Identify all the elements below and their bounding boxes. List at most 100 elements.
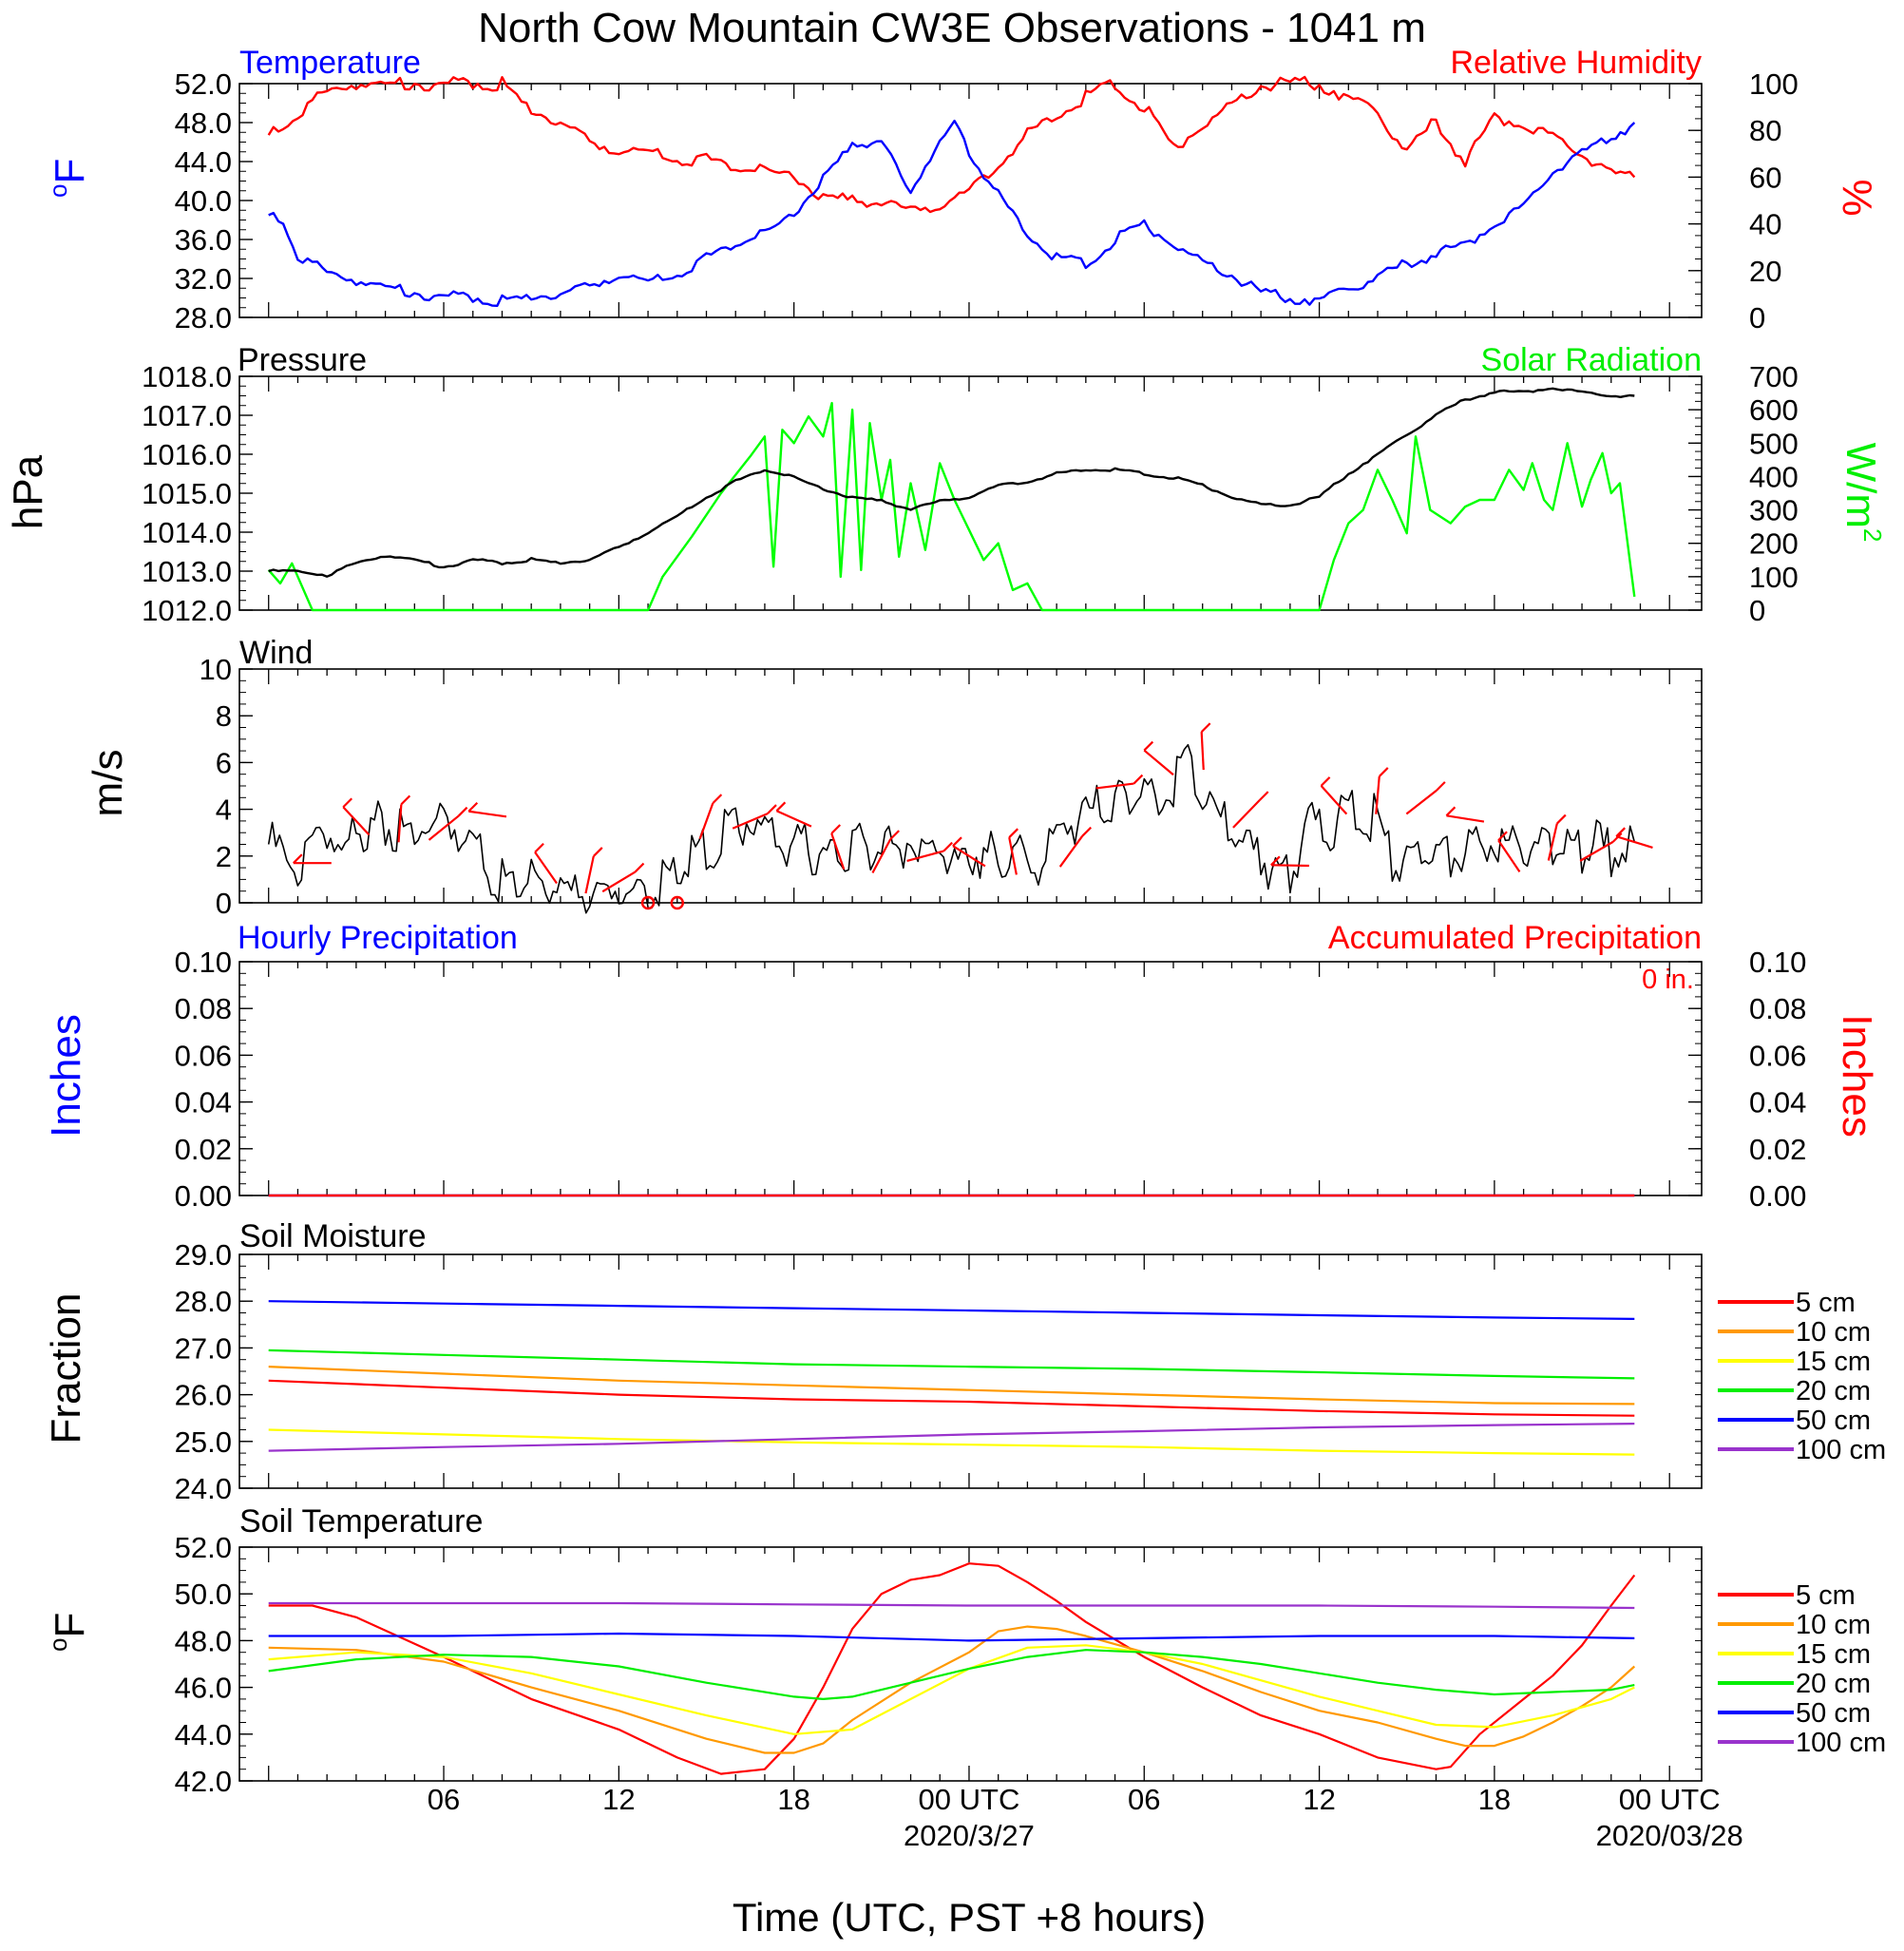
wind-barb [698,802,714,840]
wind-barb [1320,785,1348,815]
wind-barb-flag [1258,791,1269,801]
soil-temperature-legend-label: 100 cm [1796,1728,1886,1758]
soil-temperature-legend-label: 20 cm [1796,1669,1871,1699]
solar-unit: W/m2 [1837,443,1887,543]
plot-frame [238,961,1703,1196]
wind-panel: Wind m/s 0 2 4 6 8 10 [85,635,1703,920]
wind-barb-flag [1143,740,1154,752]
wind-barb [584,855,595,894]
soil-moisture-tick-label: 24.0 [175,1472,232,1505]
hourly-precip-tick-label: 0.10 [175,946,232,979]
soil-moisture-line [268,1428,1635,1456]
hourly-precip-tick-label: 0.02 [175,1133,232,1166]
solar-tick-label: 200 [1749,527,1799,561]
wind-barb-flag [467,801,479,813]
x-tick-date: 2020/03/28 [1596,1819,1743,1852]
temperature-humidity-panel: Temperature Relative Humidity oF % 28.0 3… [44,45,1880,335]
wind-barb-flag [342,797,353,809]
soil-temperature-tick-label: 52.0 [175,1531,232,1564]
soil-moisture-line [268,1379,1635,1417]
x-tick-label: 18 [1478,1783,1511,1816]
soil-moisture-legend-label: 5 cm [1796,1288,1856,1318]
wind-tick-label: 0 [216,887,232,920]
temperature-unit: oF [44,159,93,198]
soil-moisture-tick-label: 28.0 [175,1285,232,1318]
wind-unit: m/s [85,750,131,817]
soil-temperature-title: Soil Temperature [239,1503,483,1540]
soil-moisture-tick-label: 26.0 [175,1379,232,1412]
wind-tick-label: 10 [200,653,232,686]
solar-tick-label: 100 [1749,561,1799,594]
wind-barb [1446,814,1485,823]
hourly-precip-title: Hourly Precipitation [238,920,518,956]
soil-temperature-line [268,1632,1635,1642]
wind-barb [601,870,637,893]
wind-barb [1095,782,1134,790]
temperature-title: Temperature [239,45,421,81]
hourly-precip-tick-label: 0.08 [175,992,232,1025]
wind-barb-flag [293,853,303,864]
pressure-tick-label: 1014.0 [142,516,232,549]
humidity-tick-label: 60 [1749,161,1781,194]
x-axis-label: Time (UTC, PST +8 hours) [733,1895,1206,1940]
temperature-tick-label: 48.0 [175,106,232,140]
wind-tick-label: 4 [216,794,232,827]
humidity-unit: % [1834,179,1880,216]
calm-wind-marker [640,895,656,910]
pressure-title: Pressure [238,342,367,378]
temperature-tick-label: 32.0 [175,262,232,296]
wind-barb-flag [1200,722,1211,733]
solar-tick-label: 0 [1749,594,1765,627]
hourly-precip-tick-label: 0.04 [175,1086,232,1119]
wind-barb-flag [1615,827,1626,837]
pressure-tick-label: 1013.0 [142,555,232,588]
temperature-tick-label: 52.0 [175,67,232,101]
soil-moisture-line [268,1366,1635,1406]
pressure-tick-label: 1018.0 [142,360,232,393]
wind-barb-flag [1436,781,1446,792]
accum-precip-tick-label: 0.04 [1749,1086,1806,1119]
soil-moisture-legend-label: 15 cm [1796,1347,1871,1377]
temperature-tick-label: 40.0 [175,184,232,218]
solar-tick-label: 400 [1749,460,1799,493]
soil-temperature-tick-label: 46.0 [175,1672,232,1705]
soil-moisture-line [268,1300,1635,1320]
wind-barb [1143,749,1174,776]
solar-tick-label: 300 [1749,494,1799,527]
accum-precip-tick-label: 0.02 [1749,1133,1806,1166]
plot-frame [238,375,1703,611]
soil-moisture-unit: Fraction [43,1293,89,1444]
soil-moisture-tick-label: 25.0 [175,1425,232,1459]
hourly-precip-tick-label: 0.06 [175,1039,232,1072]
wind-barb-flag [534,842,544,853]
wind-barb [397,804,403,843]
wind-barb-flag [889,830,900,840]
wind-barb-flag [830,824,841,834]
soil-moisture-title: Soil Moisture [239,1218,427,1254]
x-tick-label: 06 [428,1783,460,1816]
wind-barb [1375,775,1380,814]
x-tick-date: 2020/3/27 [904,1819,1035,1852]
wind-barb [1579,840,1614,862]
pressure-tick-label: 1017.0 [142,399,232,432]
soil-moisture-legend-label: 100 cm [1796,1435,1886,1465]
wind-barb-flag [457,806,468,817]
wind-barb-flag [942,841,953,852]
wind-barb [1200,732,1205,771]
temperature-tick-label: 28.0 [175,301,232,335]
x-tick-label: 00 UTC [1619,1783,1721,1816]
accum-precip-value: 0 in. [1642,965,1694,995]
temperature-tick-label: 44.0 [175,145,232,179]
wind-barb-flag [1497,831,1508,841]
humidity-tick-label: 80 [1749,114,1781,147]
humidity-tick-label: 40 [1749,208,1781,241]
wind-barb-flag [400,794,411,806]
wind-barb [1058,835,1084,868]
wind-barb-flag [952,836,962,847]
pressure-tick-label: 1016.0 [142,438,232,471]
pressure-solar-panel: Pressure Solar Radiation hPa W/m2 1012.0… [5,342,1887,627]
wind-barb [428,814,460,841]
soil-moisture-tick-label: 27.0 [175,1331,232,1365]
wind-barb-flag [1270,855,1281,867]
